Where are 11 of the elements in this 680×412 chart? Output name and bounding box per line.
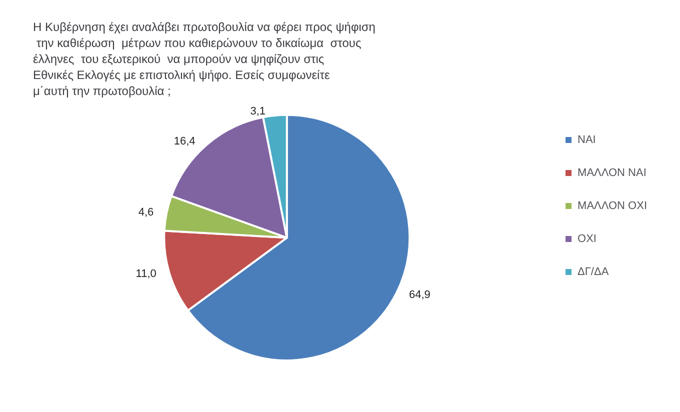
data-label: 64,9: [409, 288, 430, 301]
legend-label: ΝΑΙ: [578, 134, 596, 146]
data-label: 3,1: [250, 106, 266, 118]
data-label: 11,0: [136, 268, 156, 280]
chart-title: Η Κυβέρνηση έχει αναλάβει πρωτοβουλία να φέρει προς ψήφιση την καθιέρωση μέτρων που καθιερώνουν το δικαίωμα στους έλληνες του εξωτερικού να μπορούν να ψηφίζουν στις Εθνικές Εκλογές με επιστολική ψήφο. Εσείς συμφωνείτε μ΄αυτή την πρωτοβουλία ;: [33, 20, 376, 98]
data-label: 4,6: [138, 206, 154, 218]
legend-label: ΟΧΙ: [578, 233, 596, 245]
legend-label: ΔΓ/ΔΑ: [578, 266, 610, 278]
legend-label: ΜΑΛΛΟΝ ΟΧΙ: [578, 200, 648, 212]
legend-label: ΜΑΛΛΟΝ ΝΑΙ: [578, 167, 646, 179]
data-label: 16,4: [174, 136, 196, 148]
